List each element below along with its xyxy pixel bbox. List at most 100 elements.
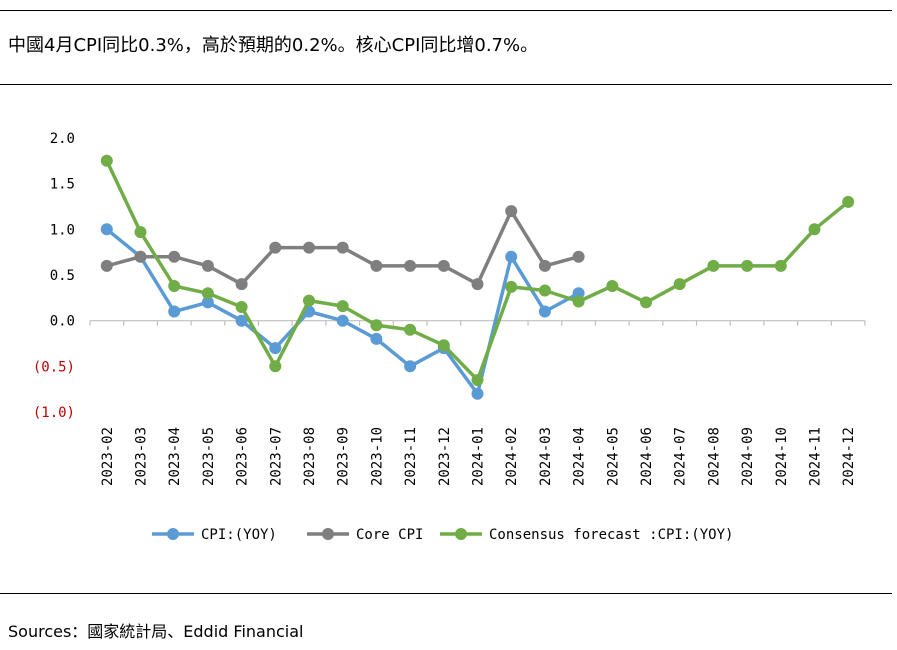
footer-rule [0,593,892,594]
x-tick-label: 2024-01 [471,427,487,486]
data-point [235,314,248,327]
data-point [471,374,484,386]
x-tick-label: 2023-06 [235,427,251,486]
data-point [134,226,147,239]
legend-swatch-marker [167,528,179,540]
data-point [134,250,147,263]
headline: 中國4月CPI同比0.3%，高於預期的0.2%。核心CPI同比增0.7%。 [8,35,539,56]
x-tick-label: 2024-06 [639,427,655,486]
x-tick-label: 2023-04 [167,427,183,486]
x-tick-label: 2024-10 [774,427,790,486]
y-tick-label: 1.5 [50,177,75,193]
data-point [808,223,821,236]
data-point [269,360,282,373]
cpi-line-chart: 2.0 1.5 1.0 0.5 0.0 (0.5) (1.0) 2023-02 2023-03… [33,131,866,543]
y-tick-label: (1.0) [33,405,75,421]
data-point [471,278,484,291]
x-tick-label: 2024-11 [808,427,824,486]
y-tick-label: 1.0 [50,222,75,238]
x-tick-label: 2024-07 [673,427,689,486]
source-note: Sources：國家統計局、Eddid Financial [8,622,304,641]
series-core-cpi [100,205,585,291]
data-point [100,259,113,272]
data-point [505,280,518,293]
x-tick-label: 2023-02 [100,427,116,486]
data-point [100,154,113,167]
x-tick-label: 2023-10 [369,427,385,486]
legend-label: Consensus forecast :CPI:(YOY) [489,527,733,543]
x-tick-label: 2024-04 [572,427,588,486]
series-layer [100,154,855,400]
y-tick-label: (0.5) [33,359,75,375]
legend-label: Core CPI [356,527,423,543]
header-rule [0,84,892,85]
data-point [269,342,282,355]
x-axis [89,320,866,326]
x-tick-label: 2023-12 [437,427,453,486]
x-tick-label: 2024-03 [538,427,554,486]
data-point [269,241,282,254]
data-point [471,387,484,400]
legend-item-consensus-forecast-cpi-yoy: Consensus forecast :CPI:(YOY) [440,527,733,543]
x-tick-label: 2023-07 [268,427,284,486]
data-point [201,296,214,309]
data-point [572,295,585,308]
data-point [404,259,417,272]
y-axis-ticks: 2.0 1.5 1.0 0.5 0.0 (0.5) (1.0) [33,131,75,421]
data-point [404,323,417,336]
legend: CPI:(YOY) Core CPI Consensus forecast :CPI… [152,527,733,543]
x-tick-label: 2023-08 [302,427,318,486]
data-point [437,259,450,272]
data-point [505,205,518,218]
x-tick-label: 2024-05 [605,427,621,486]
data-point [235,301,248,313]
legend-item-core-cpi: Core CPI [307,527,423,543]
x-tick-label: 2023-11 [403,427,419,486]
data-point [235,278,248,291]
legend-item-cpi-yoy: CPI:(YOY) [152,527,277,543]
x-tick-label: 2024-09 [740,427,756,486]
data-point [201,287,214,300]
data-point [404,360,417,373]
legend-swatch-marker [455,528,467,540]
data-point [673,278,686,291]
x-tick-label: 2024-08 [706,427,722,486]
data-point [572,287,585,300]
data-point [303,241,315,254]
y-tick-label: 2.0 [50,131,75,147]
x-axis-tick-labels: 2023-02 2023-03 2023-04 2023-05 2023-06 2023-… [100,427,857,486]
data-point [606,280,619,292]
data-point [303,294,315,307]
data-point [168,250,181,263]
data-point [572,250,585,263]
data-point [370,259,383,272]
data-point [505,250,518,263]
data-point [370,332,383,345]
data-point [437,339,450,352]
series-consensus-forecast-cpi-yoy [100,154,855,386]
legend-label: CPI:(YOY) [201,527,277,543]
data-point [538,305,551,318]
data-point [538,259,551,272]
data-point [538,284,551,297]
data-point [201,259,214,272]
data-point [741,259,754,272]
data-point [168,305,181,318]
x-tick-label: 2023-09 [336,427,352,486]
data-point [842,195,855,208]
data-point [168,280,181,292]
x-tick-label: 2024-02 [504,427,520,486]
y-tick-label: 0.0 [50,314,75,330]
data-point [336,241,349,254]
data-point [370,319,383,332]
x-tick-label: 2023-05 [201,427,217,486]
y-tick-label: 0.5 [50,268,75,284]
data-point [336,300,349,313]
data-point [774,259,787,272]
top-rule [0,10,892,11]
data-point [640,296,652,309]
data-point [707,259,720,272]
data-point [336,314,349,327]
x-tick-label: 2023-03 [134,427,150,486]
legend-swatch-marker [322,528,334,540]
